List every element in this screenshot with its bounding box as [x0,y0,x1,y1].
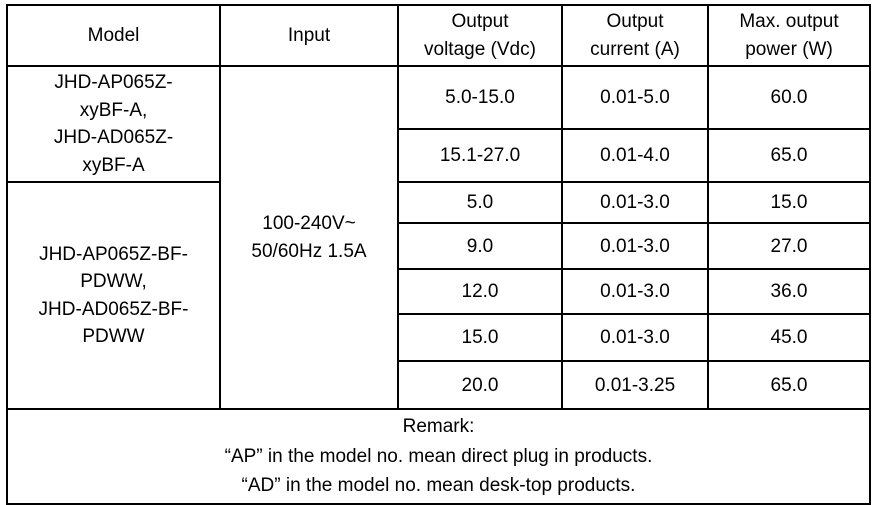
table-row: 15.0 0.01-3.0 45.0 [7,313,871,363]
col-header-model: Model [6,3,221,68]
table-row: 15.1-27.0 0.01-4.0 65.0 [7,127,871,184]
col-header-input: Input [219,3,399,68]
model-group-2-cell: JHD-AP065Z-BF- PDWW, JHD-AD065Z-BF- PDWW [6,181,221,411]
col-header-output-current: Output current (A) [561,3,709,68]
input-spec-cell: 100-240V~ 50/60Hz 1.5A [219,65,399,411]
output-current-cell: 0.01-5.0 [561,65,709,130]
remark-row: Remark: “AP” in the model no. mean direc… [6,408,871,505]
col-header-max-output-power: Max. output power (W) [707,3,871,68]
max-power-cell: 15.0 [707,181,871,225]
max-power-cell: 65.0 [707,127,871,184]
table-row: 20.0 0.01-3.25 65.0 [7,360,871,411]
output-voltage-cell: 5.0 [397,181,563,225]
output-voltage-cell: 12.0 [397,268,563,316]
max-power-cell: 45.0 [707,313,871,363]
table-row: JHD-AP065Z-BF- PDWW, JHD-AD065Z-BF- PDWW… [6,181,871,411]
max-power-cell: 27.0 [707,222,871,271]
output-voltage-cell: 15.0 [397,313,563,363]
table-row: JHD-AP065Z- xyBF-A, JHD-AD065Z- xyBF-A 1… [6,65,871,411]
remark-text: Remark: “AP” in the model no. mean direc… [6,408,871,505]
power-spec-table: Model Input Output voltage (Vdc) Output … [6,3,871,505]
col-header-output-voltage: Output voltage (Vdc) [397,3,563,68]
output-voltage-cell: 9.0 [397,222,563,271]
model-group-1-cell: JHD-AP065Z- xyBF-A, JHD-AD065Z- xyBF-A [6,65,221,184]
header-row: Model Input Output voltage (Vdc) Output … [6,3,871,68]
table-row: 12.0 0.01-3.0 36.0 [7,268,871,316]
max-power-cell: 36.0 [707,268,871,316]
max-power-cell: 65.0 [707,360,871,411]
max-power-cell: 60.0 [707,65,871,130]
table-row: 9.0 0.01-3.0 27.0 [7,222,871,271]
output-voltage-cell: 5.0-15.0 [397,65,563,130]
output-current-cell: 0.01-3.0 [561,313,709,363]
spec-table-container: Model Input Output voltage (Vdc) Output … [6,3,871,505]
output-voltage-cell: 15.1-27.0 [397,127,563,184]
output-current-cell: 0.01-3.0 [561,268,709,316]
output-current-cell: 0.01-3.0 [561,222,709,271]
output-current-cell: 0.01-3.0 [561,181,709,225]
output-current-cell: 0.01-3.25 [561,360,709,411]
output-voltage-cell: 20.0 [397,360,563,411]
output-current-cell: 0.01-4.0 [561,127,709,184]
